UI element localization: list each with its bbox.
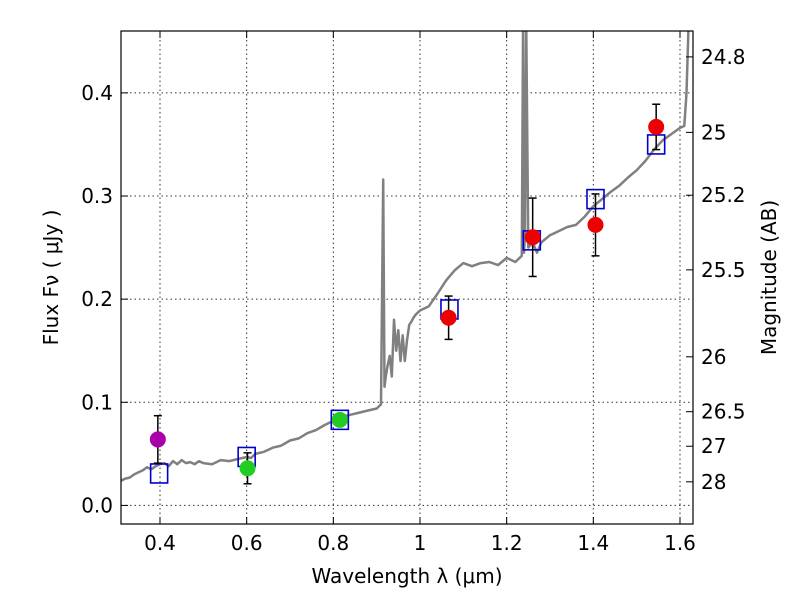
observed-point bbox=[331, 411, 348, 428]
right-tick-label: 27 bbox=[701, 434, 726, 458]
y-tick-label: 0.4 bbox=[81, 81, 113, 105]
axes-frame bbox=[120, 30, 694, 525]
observed-point bbox=[587, 216, 604, 233]
model-square bbox=[330, 409, 350, 431]
x-tick-label: 1.6 bbox=[664, 531, 696, 555]
y-tick-label: 0.2 bbox=[81, 287, 113, 311]
model-photometry-squares bbox=[149, 134, 666, 484]
observed-point bbox=[524, 229, 541, 246]
observed-point bbox=[648, 118, 665, 135]
x-tick-label: 0.8 bbox=[317, 531, 349, 555]
right-tick-label: 28 bbox=[701, 470, 726, 494]
x-tick-label: 1.4 bbox=[577, 531, 609, 555]
right-axis-ticks: 24.8 25 25.2 25.5 26 26.5 27 28 bbox=[686, 45, 746, 494]
right-tick-label: 26.5 bbox=[701, 400, 746, 424]
right-tick-label: 25.2 bbox=[701, 183, 746, 207]
x-tick-label: 1 bbox=[414, 531, 427, 555]
x-tick-label: 0.4 bbox=[144, 531, 176, 555]
sed-spectrum-line bbox=[121, 31, 690, 482]
model-square bbox=[149, 463, 169, 484]
observed-photometry-points bbox=[149, 103, 665, 485]
x-axis-label: Wavelength λ (μm) bbox=[311, 564, 502, 588]
x-tick-label: 1.2 bbox=[491, 531, 523, 555]
right-tick-label: 26 bbox=[701, 345, 726, 369]
y-tick-label: 0.3 bbox=[81, 184, 113, 208]
right-axis-label: Magnitude (AB) bbox=[757, 200, 781, 355]
y-axis-label: Flux Fν ( μJy ) bbox=[39, 210, 63, 346]
right-tick-label: 24.8 bbox=[701, 45, 746, 69]
observed-point bbox=[149, 431, 166, 448]
right-tick-label: 25.5 bbox=[701, 258, 746, 282]
observed-point bbox=[239, 460, 256, 477]
x-axis-ticks: 0.4 0.6 0.8 1 1.2 1.4 1.6 bbox=[144, 31, 696, 555]
observed-point bbox=[440, 309, 457, 326]
grid-lines bbox=[121, 31, 693, 524]
x-tick-label: 0.6 bbox=[231, 531, 263, 555]
y-axis-ticks: 0.0 0.1 0.2 0.3 0.4 bbox=[81, 81, 128, 517]
y-tick-label: 0.1 bbox=[81, 390, 113, 414]
y-tick-label: 0.0 bbox=[81, 493, 113, 517]
right-tick-label: 25 bbox=[701, 120, 726, 144]
plot-area bbox=[121, 31, 690, 485]
